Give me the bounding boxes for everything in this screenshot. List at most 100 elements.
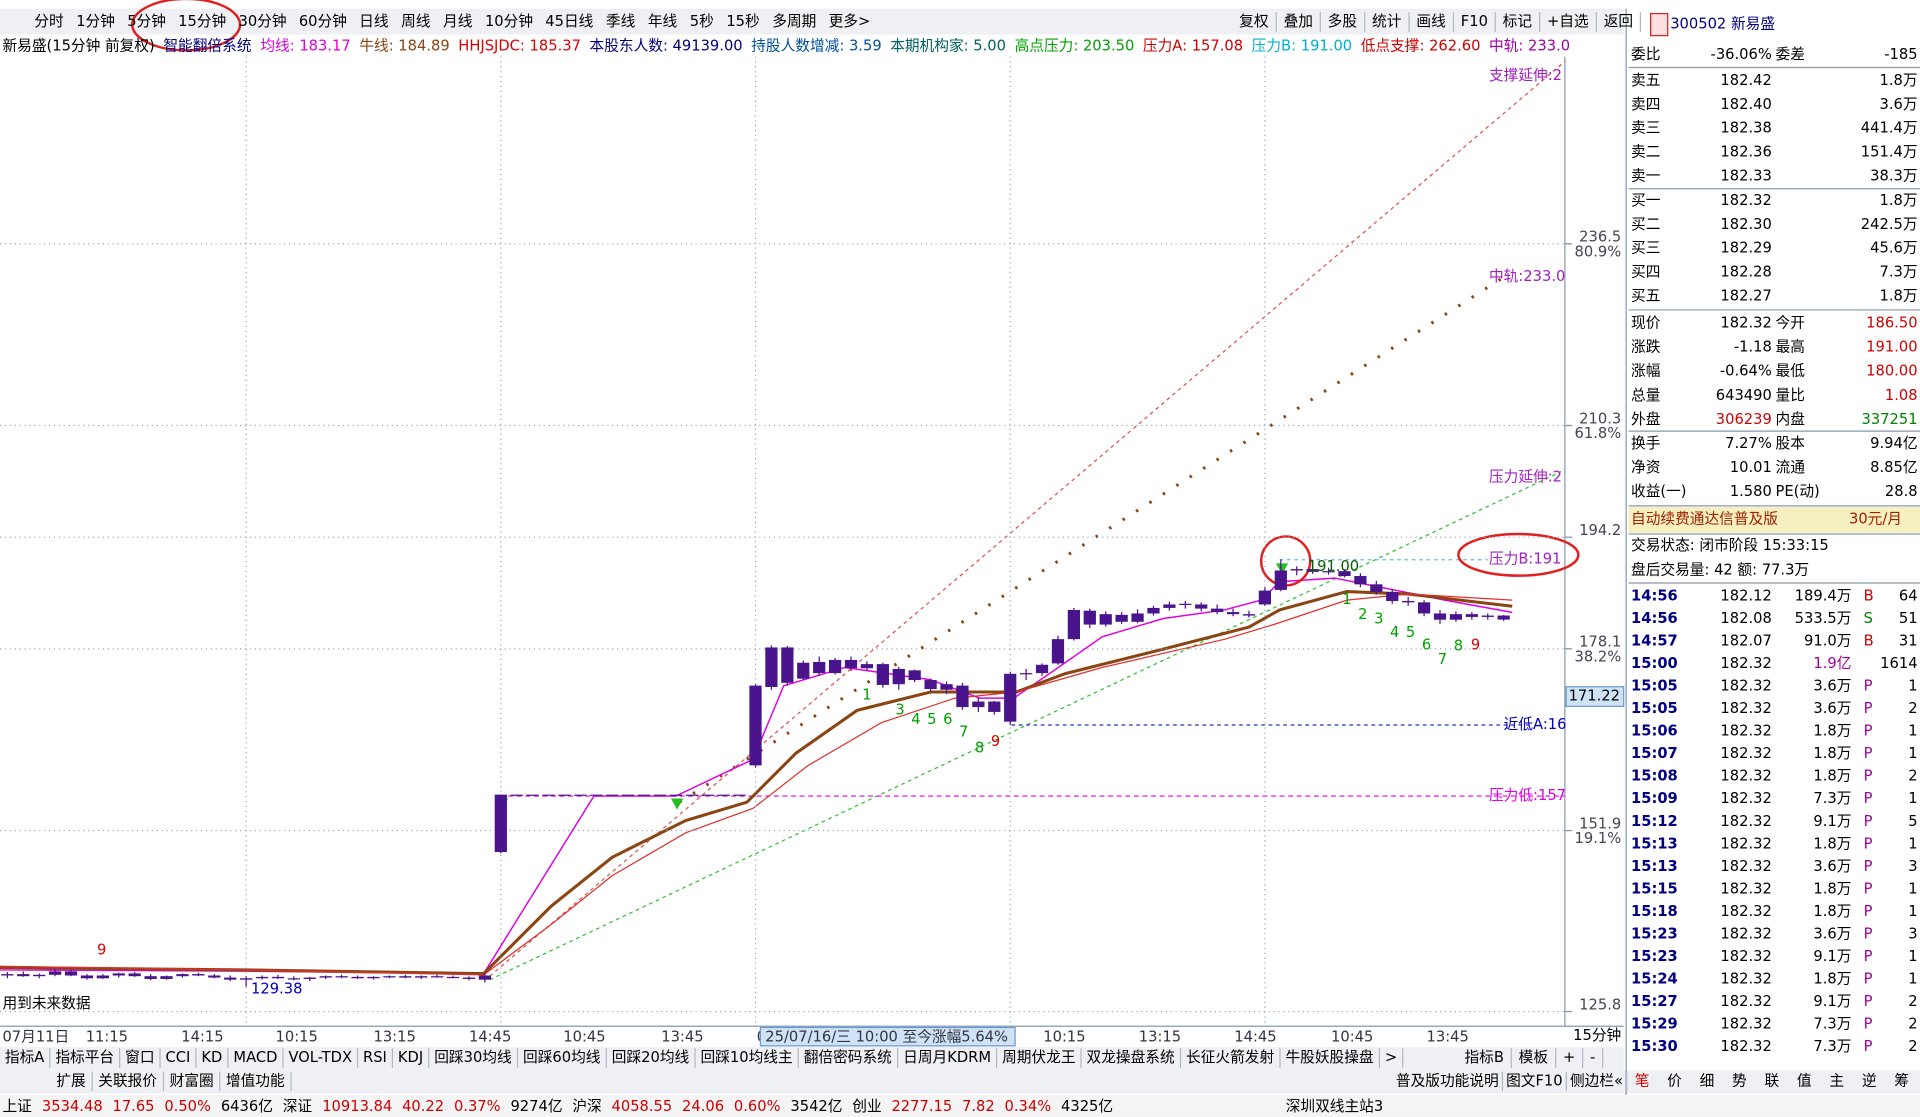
tick-volume: 7.3万 [1813, 1038, 1851, 1055]
panel-tab[interactable]: 筹 [1894, 1072, 1909, 1089]
indicator-tab[interactable]: 回踩10均线主 [701, 1049, 793, 1066]
tick-side: P [1864, 880, 1873, 897]
period-tab[interactable]: 年线 [648, 13, 678, 30]
indicator-tab[interactable]: 回踩60均线 [523, 1049, 601, 1066]
ext-tab[interactable]: 图文F10 [1506, 1072, 1563, 1089]
banner-bg [1628, 507, 1920, 533]
x-tick-label: 10:15 [1043, 1028, 1085, 1045]
tool-button[interactable]: 标记 [1503, 13, 1533, 30]
indicator-tab[interactable]: - [1590, 1049, 1595, 1066]
period-tab[interactable]: 5秒 [690, 13, 714, 30]
ask-label: 卖三 [1631, 120, 1660, 137]
period-tab[interactable]: 10分钟 [485, 13, 533, 30]
panel-tab[interactable]: 逆 [1862, 1072, 1877, 1089]
ask-volume: 38.3万 [1870, 167, 1917, 184]
indicator-tab[interactable]: 翻倍密码系统 [804, 1049, 892, 1066]
quote-value: 10.01 [1730, 459, 1772, 476]
ext-tab[interactable]: 普及版功能说明 [1396, 1072, 1499, 1089]
indicator-info: 牛线: 184.89 [359, 38, 449, 55]
tool-button[interactable]: 画线 [1416, 13, 1446, 30]
ext-tab[interactable]: 增值功能 [226, 1072, 285, 1089]
indicator-tab[interactable]: + [1563, 1049, 1575, 1066]
ask-volume: 1.8万 [1880, 72, 1918, 89]
td-count: 5 [927, 711, 936, 728]
period-tab[interactable]: 分时 [34, 13, 64, 30]
index-quote: 沪深 [572, 1098, 601, 1115]
candle-body [1195, 604, 1208, 609]
period-tab[interactable]: 5分钟 [127, 13, 166, 30]
stock-badge [1650, 12, 1669, 37]
period-tab[interactable]: 15分钟 [178, 13, 226, 30]
ext-tab[interactable]: 关联报价 [98, 1072, 157, 1089]
tool-button[interactable]: +自选 [1547, 13, 1589, 30]
indicator-tab[interactable]: RSI [363, 1049, 387, 1066]
tool-button[interactable]: 多股 [1328, 13, 1358, 30]
indicator-info: 持股人数增减: 3.59 [751, 38, 881, 55]
tick-count: 31 [1899, 633, 1918, 650]
bid-price: 182.27 [1720, 287, 1771, 304]
candle-body [1290, 569, 1303, 571]
ask-label: 卖二 [1631, 144, 1660, 161]
tick-volume: 7.3万 [1813, 1016, 1851, 1033]
period-tab[interactable]: 月线 [443, 13, 473, 30]
tool-button[interactable]: 叠加 [1284, 13, 1313, 30]
indicator-tab[interactable]: MACD [233, 1049, 277, 1066]
tick-count: 2 [1908, 1016, 1917, 1033]
tool-button[interactable]: 统计 [1372, 13, 1402, 30]
period-tab[interactable]: 1分钟 [76, 13, 115, 30]
panel-tab[interactable]: 细 [1700, 1072, 1715, 1089]
panel-tab[interactable]: 价 [1667, 1072, 1682, 1089]
indicator-tab[interactable]: KD [201, 1049, 222, 1066]
indicator-tab[interactable]: 双龙操盘系统 [1087, 1048, 1175, 1066]
panel-tab[interactable]: 势 [1732, 1072, 1747, 1089]
tool-button[interactable]: 复权 [1239, 12, 1269, 30]
quote-value: 1.580 [1730, 483, 1772, 500]
tick-time: 15:07 [1631, 745, 1678, 762]
panel-tab[interactable]: 联 [1764, 1072, 1779, 1089]
candle-body [781, 647, 794, 683]
indicator-tab[interactable]: 长征火箭发射 [1186, 1048, 1274, 1066]
period-tab[interactable]: 60分钟 [299, 13, 347, 30]
tool-button[interactable]: F10 [1461, 13, 1488, 30]
ask-price: 182.40 [1720, 96, 1771, 113]
candle-body [462, 977, 476, 979]
panel-tab[interactable]: 笔 [1635, 1072, 1650, 1089]
indicator-tab[interactable]: 回踩30均线 [434, 1049, 512, 1066]
fib-label: 80.9% [1575, 243, 1622, 260]
indicator-tab[interactable]: VOL-TDX [288, 1049, 352, 1066]
period-tab[interactable]: 45日线 [545, 13, 593, 30]
period-tab[interactable]: 更多> [829, 13, 871, 30]
indicator-tab[interactable]: 窗口 [125, 1048, 154, 1066]
indicator-tab[interactable]: 指标平台 [55, 1049, 114, 1066]
indicator-tab[interactable]: 牛股妖股操盘 [1285, 1048, 1373, 1066]
tool-button[interactable]: 返回 [1604, 13, 1633, 30]
indicator-tab[interactable]: 指标A [5, 1049, 44, 1066]
quote-value: -1.18 [1734, 339, 1772, 356]
indicator-tab[interactable]: KDJ [398, 1049, 423, 1066]
period-tab[interactable]: 15秒 [726, 13, 760, 30]
ext-tab[interactable]: 侧边栏« [1570, 1072, 1623, 1089]
indicator-tab[interactable]: 日周月KDRM [903, 1049, 991, 1066]
period-tab[interactable]: 30分钟 [238, 13, 286, 30]
quote-label: 涨跌 [1631, 339, 1661, 356]
candle-body [1147, 607, 1160, 614]
indicator-tab[interactable]: 模板 [1519, 1048, 1549, 1066]
indicator-tab[interactable]: 指标B [1464, 1049, 1503, 1066]
quote-label: 内盘 [1776, 410, 1806, 428]
indicator-tab[interactable]: > [1385, 1049, 1397, 1066]
period-tab[interactable]: 多周期 [772, 13, 816, 30]
panel-tab[interactable]: 值 [1797, 1072, 1812, 1089]
td-count: 3 [895, 701, 904, 718]
candle-body [1338, 571, 1351, 577]
indicator-tab[interactable]: 回踩20均线 [612, 1049, 690, 1066]
panel-tab[interactable]: 主 [1829, 1072, 1844, 1089]
tick-price: 182.32 [1720, 858, 1771, 875]
indicator-tab[interactable]: 周期伏龙王 [1002, 1049, 1075, 1066]
ext-tab[interactable]: 扩展 [56, 1072, 86, 1089]
indicator-tab[interactable]: CCI [166, 1049, 191, 1066]
period-tab[interactable]: 季线 [606, 13, 636, 30]
period-tab[interactable]: 周线 [401, 13, 431, 30]
quote-label: 换手 [1631, 435, 1660, 452]
period-tab[interactable]: 日线 [359, 13, 389, 30]
ext-tab[interactable]: 财富圈 [170, 1071, 214, 1089]
